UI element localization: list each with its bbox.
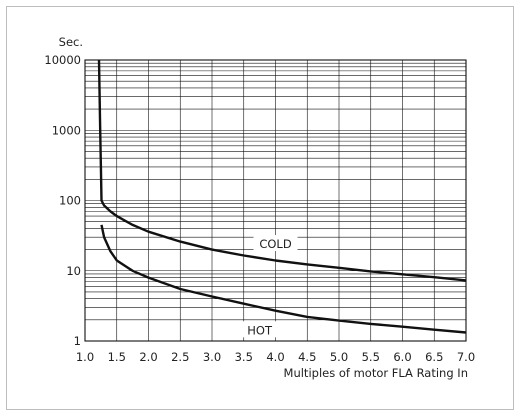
x-tick-label-4: 3.0 [203, 350, 221, 364]
series-labels: COLD HOT [237, 235, 298, 338]
chart-frame [6, 6, 514, 410]
x-tick-label-5: 3.5 [235, 350, 253, 364]
series-label-bg-cold [253, 235, 298, 252]
x-tick-label-9: 5.5 [362, 350, 380, 364]
y-tick-label-4: 10000 [44, 53, 81, 67]
series-layer [97, 59, 467, 334]
x-tick-label-10: 6.0 [393, 350, 411, 364]
x-tick-label-11: 6.5 [425, 350, 443, 364]
y-tick-label-3: 1000 [52, 123, 81, 137]
plot-area-border [84, 59, 467, 342]
y-tick-label-2: 100 [59, 194, 81, 208]
x-axis-label: Multiples of motor FLA Rating In [284, 366, 468, 380]
x-tick-label-1: 1.5 [108, 350, 126, 364]
series-label-hot: HOT [247, 323, 273, 337]
series-line-cold [97, 59, 467, 282]
y-axis-label: Sec. [59, 35, 83, 49]
tick-labels: 1.0 1.5 2.0 2.5 3.0 3.5 4.0 4.5 5.0 5.5 6.0 6.5 7.0 1… [44, 53, 475, 364]
series-label-cold: COLD [259, 237, 291, 251]
y-tick-label-0: 1 [74, 334, 81, 348]
series-label-bg-hot [237, 321, 282, 338]
x-tick-label-12: 7.0 [457, 350, 475, 364]
x-tick-label-2: 2.0 [139, 350, 157, 364]
x-tick-label-6: 4.0 [266, 350, 284, 364]
grid [84, 60, 467, 342]
x-tick-label-3: 2.5 [171, 350, 189, 364]
y-tick-label-1: 10 [66, 264, 81, 278]
x-tick-label-7: 4.5 [298, 350, 316, 364]
x-tick-label-0: 1.0 [76, 350, 94, 364]
series-line-hot [100, 224, 467, 334]
x-tick-label-8: 5.0 [330, 350, 348, 364]
